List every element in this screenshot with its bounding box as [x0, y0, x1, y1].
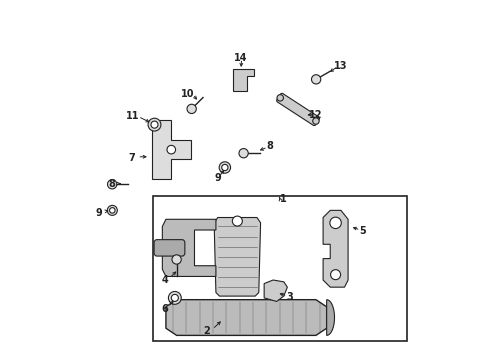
- Text: 10: 10: [180, 89, 194, 99]
- Circle shape: [171, 294, 178, 301]
- Circle shape: [172, 255, 181, 264]
- Text: 8: 8: [266, 141, 273, 151]
- Circle shape: [239, 149, 248, 158]
- Polygon shape: [214, 217, 260, 296]
- Circle shape: [109, 208, 115, 213]
- Polygon shape: [162, 219, 216, 276]
- Text: 7: 7: [128, 153, 135, 163]
- Circle shape: [151, 121, 158, 128]
- Circle shape: [219, 162, 230, 173]
- Polygon shape: [151, 120, 190, 179]
- Text: 12: 12: [308, 110, 322, 120]
- Text: 3: 3: [286, 292, 293, 302]
- Polygon shape: [232, 69, 254, 91]
- Text: 5: 5: [359, 226, 366, 236]
- Polygon shape: [264, 280, 287, 301]
- Text: 9: 9: [214, 173, 221, 183]
- Circle shape: [148, 118, 161, 131]
- Text: 2: 2: [203, 326, 210, 336]
- Text: 11: 11: [126, 111, 140, 121]
- Text: 4: 4: [162, 275, 168, 285]
- Circle shape: [107, 205, 117, 215]
- Circle shape: [276, 95, 283, 101]
- Circle shape: [312, 118, 319, 124]
- Polygon shape: [326, 300, 334, 336]
- Polygon shape: [323, 210, 347, 287]
- Circle shape: [221, 165, 227, 171]
- Text: 13: 13: [333, 61, 346, 71]
- Polygon shape: [165, 300, 326, 336]
- Circle shape: [232, 216, 242, 226]
- Bar: [153, 196, 406, 341]
- Text: 9: 9: [95, 208, 102, 218]
- Text: 1: 1: [279, 194, 286, 204]
- Circle shape: [330, 270, 340, 280]
- Circle shape: [168, 292, 181, 304]
- Circle shape: [329, 217, 341, 229]
- Circle shape: [186, 104, 196, 113]
- Text: 8: 8: [108, 179, 115, 189]
- Text: 6: 6: [162, 304, 168, 314]
- Text: 14: 14: [234, 53, 247, 63]
- Circle shape: [166, 145, 175, 154]
- FancyBboxPatch shape: [154, 240, 184, 256]
- Circle shape: [311, 75, 320, 84]
- Circle shape: [107, 180, 117, 189]
- FancyBboxPatch shape: [276, 93, 319, 126]
